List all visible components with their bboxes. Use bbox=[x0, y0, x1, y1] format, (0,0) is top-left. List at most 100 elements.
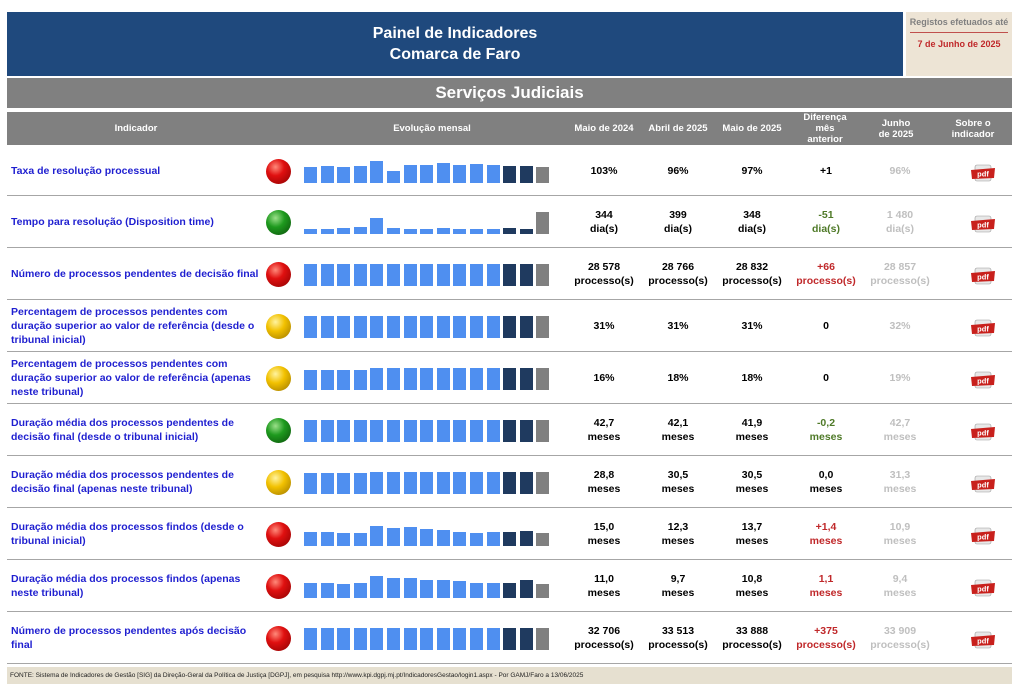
trend-bar bbox=[536, 584, 550, 598]
trend-bar bbox=[486, 420, 500, 442]
trend-bar bbox=[353, 420, 367, 442]
indicator-name[interactable]: Percentagem de processos pendentes com d… bbox=[11, 305, 255, 346]
value-maio-2024: 32 706 processo(s) bbox=[574, 624, 634, 651]
pdf-icon[interactable]: pdf bbox=[969, 163, 997, 183]
value-maio-2024: 15,0 meses bbox=[587, 520, 621, 547]
pdf-icon[interactable]: pdf bbox=[969, 630, 997, 650]
trend-bar bbox=[536, 533, 550, 546]
monthly-trend-sparkline bbox=[304, 420, 564, 442]
trend-bar bbox=[353, 533, 367, 546]
value-maio-2025: 348 dia(s) bbox=[737, 208, 766, 235]
pdf-icon[interactable]: pdf bbox=[969, 266, 997, 286]
trend-bar bbox=[453, 264, 467, 286]
trend-bar bbox=[519, 531, 533, 546]
trend-bar bbox=[503, 472, 517, 494]
trend-bar bbox=[387, 228, 400, 234]
trend-bar bbox=[470, 316, 483, 338]
trend-bar bbox=[420, 264, 434, 286]
trend-bar bbox=[519, 472, 533, 494]
trend-bar bbox=[370, 264, 384, 286]
pdf-label: pdf bbox=[977, 377, 989, 386]
pdf-icon[interactable]: pdf bbox=[969, 318, 997, 338]
trend-bar bbox=[436, 420, 450, 442]
trend-bar bbox=[470, 228, 483, 234]
trend-bar bbox=[420, 472, 434, 494]
trend-bar bbox=[420, 228, 434, 234]
trend-bar bbox=[436, 368, 450, 390]
trend-bar bbox=[503, 316, 517, 338]
trend-bar bbox=[320, 165, 334, 183]
status-light-icon bbox=[266, 417, 291, 443]
status-light-icon bbox=[266, 158, 291, 184]
trend-bar bbox=[536, 420, 550, 442]
trend-bar bbox=[403, 316, 417, 338]
trend-bar bbox=[403, 164, 417, 183]
monthly-trend-sparkline bbox=[304, 472, 564, 494]
trend-bar bbox=[320, 532, 334, 546]
trend-bar bbox=[486, 628, 500, 650]
trend-bar bbox=[470, 472, 483, 494]
indicator-name[interactable]: Duração média dos processos pendentes de… bbox=[11, 468, 234, 495]
trend-bar bbox=[519, 165, 533, 183]
value-maio-2024: 16% bbox=[593, 371, 615, 384]
trend-bar bbox=[370, 420, 384, 442]
indicator-name[interactable]: Duração média dos processos pendentes de… bbox=[11, 416, 234, 443]
col-junho-2025: Junho de 2025 bbox=[878, 117, 914, 140]
col-evolucao: Evolução mensal bbox=[393, 123, 471, 134]
pdf-icon[interactable]: pdf bbox=[969, 214, 997, 234]
trend-bar bbox=[486, 532, 500, 546]
value-junho-2025: 9,4 meses bbox=[883, 572, 917, 599]
indicator-name[interactable]: Duração média dos processos findos (desd… bbox=[11, 520, 244, 547]
trend-bar bbox=[503, 165, 517, 183]
trend-bar bbox=[387, 420, 400, 442]
trend-bar bbox=[470, 583, 483, 598]
trend-bar bbox=[337, 473, 351, 494]
section-title: Serviços Judiciais bbox=[7, 78, 1012, 108]
trend-bar bbox=[304, 369, 317, 390]
trend-bar bbox=[320, 228, 334, 234]
status-light-icon bbox=[266, 313, 291, 339]
trend-bar bbox=[486, 472, 500, 494]
pdf-icon[interactable]: pdf bbox=[969, 578, 997, 598]
trend-bar bbox=[304, 420, 317, 442]
indicator-name[interactable]: Taxa de resolução processual bbox=[11, 164, 161, 177]
trend-bar bbox=[436, 628, 450, 650]
trend-bar bbox=[470, 532, 483, 546]
pdf-label: pdf bbox=[977, 481, 989, 490]
indicator-name[interactable]: Tempo para resolução (Disposition time) bbox=[11, 215, 214, 228]
trend-bar bbox=[337, 316, 351, 338]
trend-bar bbox=[536, 472, 550, 494]
pdf-icon[interactable]: pdf bbox=[969, 474, 997, 494]
value-maio-2025: 30,5 meses bbox=[735, 468, 769, 495]
indicator-name[interactable]: Percentagem de processos pendentes com d… bbox=[11, 357, 251, 398]
trend-bar bbox=[353, 264, 367, 286]
trend-bar bbox=[420, 164, 434, 183]
trend-bar bbox=[453, 628, 467, 650]
trend-bar bbox=[370, 576, 384, 598]
indicator-name[interactable]: Duração média dos processos findos (apen… bbox=[11, 572, 241, 599]
pdf-icon[interactable]: pdf bbox=[969, 422, 997, 442]
trend-bar bbox=[453, 531, 467, 546]
trend-bar bbox=[519, 628, 533, 650]
trend-bar bbox=[304, 316, 317, 338]
pdf-icon[interactable]: pdf bbox=[969, 526, 997, 546]
trend-bar bbox=[370, 161, 384, 183]
trend-bar bbox=[470, 368, 483, 390]
trend-bar bbox=[403, 229, 417, 234]
trend-bar bbox=[403, 527, 417, 546]
pdf-label: pdf bbox=[977, 585, 989, 594]
value-maio-2024: 42,7 meses bbox=[587, 416, 621, 443]
pdf-icon[interactable]: pdf bbox=[969, 370, 997, 390]
trend-bar bbox=[453, 472, 467, 494]
status-light-icon bbox=[266, 469, 291, 495]
monthly-trend-sparkline bbox=[304, 212, 564, 234]
trend-bar bbox=[536, 316, 550, 338]
trend-bar bbox=[519, 580, 533, 598]
value-maio-2025: 97% bbox=[741, 164, 763, 177]
value-maio-2024: 28 578 processo(s) bbox=[574, 260, 634, 287]
trend-bar bbox=[320, 369, 334, 390]
monthly-trend-sparkline bbox=[304, 264, 564, 286]
indicator-name[interactable]: Número de processos pendentes após decis… bbox=[11, 624, 247, 651]
trend-bar bbox=[320, 583, 334, 598]
indicator-name[interactable]: Número de processos pendentes de decisão… bbox=[11, 267, 259, 280]
